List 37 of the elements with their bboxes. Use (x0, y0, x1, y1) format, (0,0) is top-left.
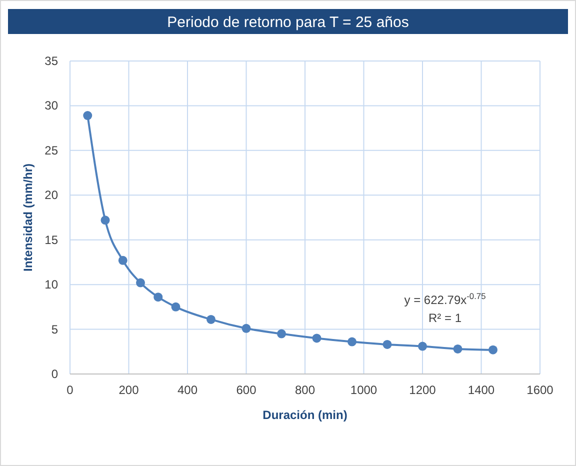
point (418, 342, 427, 351)
y-tick-label: 30 (44, 98, 58, 113)
point (118, 256, 128, 265)
point (136, 278, 145, 288)
x-tick-label: 1400 (468, 383, 495, 397)
x-tick-label: 600 (236, 383, 257, 397)
point (154, 292, 163, 302)
x-tick-label: 400 (177, 383, 198, 397)
point (242, 324, 251, 333)
x-axis-title: Duración (min) (262, 408, 348, 422)
chart-title: Periodo de retorno para T = 25 años (167, 14, 409, 31)
point (348, 337, 356, 346)
y-tick-label: 0 (51, 367, 58, 381)
point (382, 340, 392, 349)
point (453, 344, 462, 354)
x-tick-label: 0 (66, 383, 74, 397)
x-tick-label: 1000 (350, 383, 378, 397)
y-tick-label: 20 (44, 188, 58, 202)
x-tick-label: 1600 (526, 383, 554, 397)
x-tick-label: 200 (118, 383, 140, 397)
point (100, 216, 110, 225)
point (488, 345, 498, 354)
x-tick-label: 800 (294, 383, 316, 397)
y-tick-label: 5 (51, 322, 58, 336)
point (206, 314, 216, 324)
y-tick-label: 10 (44, 278, 58, 292)
annotation: y = 622.79x$^{-0.75}$ (404, 291, 486, 307)
point (171, 302, 180, 312)
y-tick-label: 35 (44, 54, 58, 68)
y-tick-label: 15 (44, 232, 58, 247)
x-tick-label: 1200 (409, 383, 436, 397)
y-tick-label: 25 (44, 143, 58, 158)
point (312, 334, 322, 343)
point (277, 329, 286, 338)
annotation: R² = 1 (428, 311, 462, 325)
y-axis-title: Intensidad (mm/hr) (21, 163, 35, 272)
point (83, 111, 92, 120)
